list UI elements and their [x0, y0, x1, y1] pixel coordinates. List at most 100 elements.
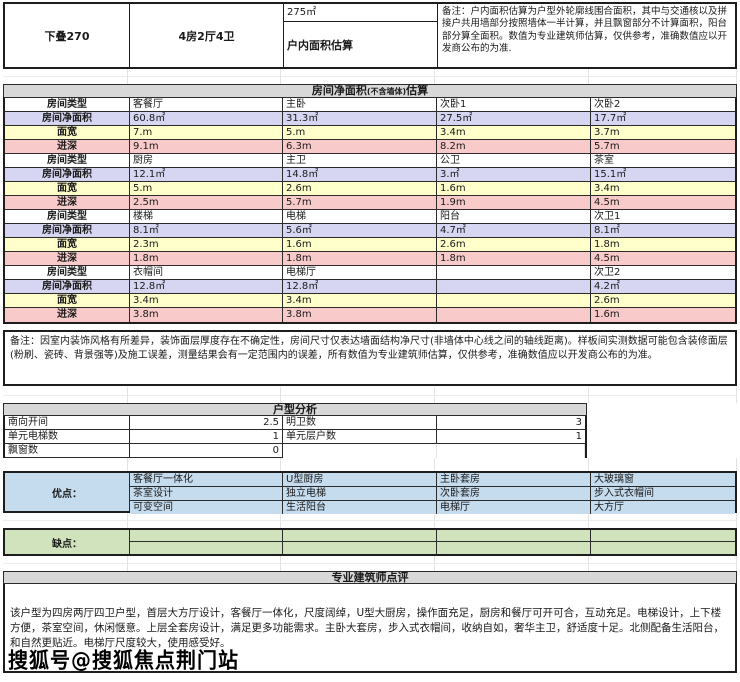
cell: 4.5m [594, 197, 620, 208]
pros-item: 大玻璃窗 [594, 474, 634, 485]
cell: 2.6m [594, 295, 620, 306]
analysis-label [283, 444, 437, 458]
unit-header-table: 下叠270 4房2厅4卫 275㎡ 户内面积估算 备注：户内面积估算为户型外轮廓… [3, 2, 737, 69]
cell: 27.5㎡ [437, 112, 591, 125]
table-row: 面宽 7.m 5.m 3.4m 3.7m [5, 126, 735, 140]
cell: 17.7㎡ [594, 113, 627, 124]
gridline-gap [3, 458, 737, 471]
room-table: 房间类型 客餐厅 主卧 次卧1 次卧2 房间净面积 60.8㎡ 31.3㎡ 27… [3, 98, 737, 324]
gridline-gap [3, 69, 737, 84]
review-body: 该户型为四房两厅四卫户型，首层大方厅设计，客餐厅一体化，尺度阔绰，U型大厨房，操… [3, 584, 737, 673]
table-row: 房间净面积 12.1㎡ 14.8㎡ 3.㎡ 15.1㎡ [5, 168, 735, 182]
room-table-title-paren: (不含墙体) [366, 87, 407, 96]
analysis-value [437, 444, 585, 458]
analysis-label: 南向开间 [5, 416, 130, 429]
pros-item: 独立电梯 [283, 487, 437, 500]
pros-item: 茶室设计 [130, 487, 283, 500]
table-row: 南向开间 2.5 明卫数 3 [5, 416, 585, 430]
cell: 公卫 [437, 154, 591, 167]
analysis-value: 3 [575, 417, 582, 428]
cons-item [437, 542, 591, 554]
cell: 3.7m [594, 127, 620, 138]
table-row: 茶室设计 独立电梯 次卧套房 步入式衣帽间 [130, 487, 735, 501]
table-row [130, 530, 735, 543]
analysis-label: 单元层户数 [283, 430, 437, 443]
cell: 12.1㎡ [130, 168, 283, 181]
gridline-gap [3, 556, 737, 571]
cons-label: 缺点： [5, 530, 130, 554]
room-table-title-suffix: 估算 [406, 84, 429, 97]
table-row: 房间净面积 8.1㎡ 5.6㎡ 4.7㎡ 8.1㎡ [5, 224, 735, 238]
pros-item: 大方厅 [594, 502, 624, 513]
row-label-type: 房间类型 [5, 98, 130, 111]
analysis-label: 单元电梯数 [5, 430, 130, 443]
cell: 衣帽间 [130, 266, 283, 279]
cons-item [130, 542, 283, 554]
header-note: 备注：户内面积估算为户型外轮廓线围合面积，其中与交通核以及拼接户共用墙部分按照墙… [442, 6, 728, 55]
cell: 1.6m [437, 182, 591, 195]
table-row: 面宽 3.4m 3.4m 2.6m [5, 294, 735, 308]
analysis-value: 1 [130, 430, 283, 443]
table-row: 进深 2.5m 5.7m 1.9m 4.5m [5, 196, 735, 210]
table-row: 进深 9.1m 6.3m 8.2m 5.7m [5, 140, 735, 154]
room-table-title-main: 房间净面积 [311, 84, 367, 97]
cell: 5.6㎡ [283, 224, 437, 237]
unit-name-cell: 下叠270 [5, 4, 130, 67]
row-label-type: 房间类型 [5, 154, 130, 167]
cell: 5.7m [283, 196, 437, 209]
cell: 15.1㎡ [594, 169, 627, 180]
indoor-area-cell: 275㎡ 户内面积估算 [284, 4, 438, 67]
row-label-depth: 进深 [5, 140, 130, 153]
table-row: 客餐厅一体化 U型厨房 主卧套房 大玻璃窗 [130, 473, 735, 487]
cell: 14.8㎡ [283, 168, 437, 181]
cell [437, 280, 591, 293]
gridline-gap [3, 513, 737, 528]
row-label-area: 房间净面积 [5, 112, 130, 125]
table-row: 可变空间 生活阳台 电梯厅 大方厅 [130, 501, 735, 514]
pros-item: 可变空间 [130, 501, 283, 514]
analysis-value: 0 [130, 444, 283, 458]
row-label-area: 房间净面积 [5, 224, 130, 237]
cell: 2.6m [437, 238, 591, 251]
pros-item: 电梯厅 [437, 501, 591, 514]
cell: 12.8㎡ [130, 280, 283, 293]
cell: 主卫 [283, 154, 437, 167]
cell: 电梯厅 [283, 266, 437, 279]
cons-item [591, 542, 735, 554]
cell: 1.6m [594, 309, 620, 320]
cell: 楼梯 [130, 210, 283, 223]
sohu-watermark: 搜狐号@搜狐焦点荆门站 [8, 647, 239, 673]
unit-layout-cell: 4房2厅4卫 [130, 4, 284, 67]
cell [437, 294, 591, 307]
pros-item: 客餐厅一体化 [130, 473, 283, 486]
cell: 主卧 [283, 98, 437, 111]
cell: 2.3m [130, 238, 283, 251]
row-label-depth: 进深 [5, 308, 130, 322]
cell: 3.4m [283, 294, 437, 307]
cell: 次卧2 [594, 99, 621, 110]
table-row: 面宽 2.3m 1.6m 2.6m 1.8m [5, 238, 735, 252]
row-label-depth: 进深 [5, 196, 130, 209]
cell: 1.9m [437, 196, 591, 209]
cell: 次卫2 [594, 267, 621, 278]
cons-item [283, 542, 437, 554]
cell: 4.2㎡ [594, 281, 620, 292]
table-row: 进深 1.8m 1.8m 1.8m 4.5m [5, 252, 735, 266]
analysis-table: 南向开间 2.5 明卫数 3 单元电梯数 1 单元层户数 1 飘窗数 0 [3, 416, 587, 458]
cell: 8.1㎡ [594, 225, 620, 236]
table-row: 房间类型 衣帽间 电梯厅 次卫2 [5, 266, 735, 280]
pros-item: 次卧套房 [437, 487, 591, 500]
cell: 1.8m [130, 252, 283, 265]
cons-table: 缺点： [3, 528, 737, 556]
analysis-label: 明卫数 [283, 416, 437, 429]
cell: 电梯 [283, 210, 437, 223]
cell: 8.1㎡ [130, 224, 283, 237]
pros-item: U型厨房 [283, 473, 437, 486]
cell: 3.8m [130, 308, 283, 322]
cell: 3.4m [437, 126, 591, 139]
cell: 次卫1 [594, 211, 621, 222]
cons-item [437, 530, 591, 542]
table-row [130, 542, 735, 554]
cell: 5.m [130, 182, 283, 195]
cell: 9.1m [130, 140, 283, 153]
